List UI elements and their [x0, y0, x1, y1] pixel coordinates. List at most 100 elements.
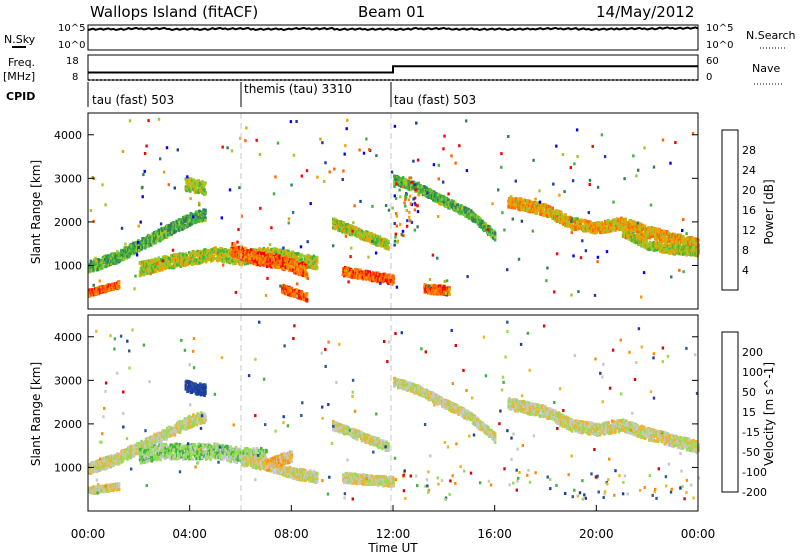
heat-cell: [138, 261, 142, 265]
heat-cell: [510, 206, 514, 210]
heat-cell: [210, 252, 214, 256]
heat-cell: [614, 226, 617, 231]
heat-cell: [450, 205, 454, 209]
heat-cell: [591, 227, 594, 231]
heat-cell: [311, 264, 315, 268]
heat-cell: [132, 241, 135, 245]
heat-cell: [633, 220, 637, 224]
heat-cell: [275, 247, 278, 252]
heat-cell: [216, 259, 220, 263]
heat-cell: [143, 268, 146, 272]
heat-cell: [93, 287, 97, 291]
heat-cell: [132, 245, 135, 249]
heat-cell: [493, 233, 497, 237]
heat-cell: [190, 222, 194, 226]
heat-cell: [193, 215, 197, 219]
freq-tick-top: 18: [66, 56, 79, 67]
heat-cell: [396, 179, 399, 183]
heat-cell: [263, 248, 266, 252]
heat-cell: [587, 220, 590, 224]
heat-cell: [290, 286, 294, 290]
heat-cell: [222, 260, 226, 264]
heat-cell: [199, 249, 203, 253]
heat-cell: [110, 259, 114, 263]
heat-cell: [196, 212, 199, 216]
heat-cell: [665, 232, 669, 236]
heat-cell: [298, 289, 301, 293]
heat-cell: [276, 266, 280, 270]
heat-cell: [287, 268, 291, 272]
noise-search-label: N.Search: [746, 29, 796, 42]
heat-cell: [184, 252, 188, 256]
heat-cell: [260, 261, 263, 265]
heat-cell: [637, 230, 640, 234]
heat-cell: [648, 235, 652, 239]
heat-cell: [177, 256, 181, 260]
heat-cell: [204, 181, 207, 185]
heat-cell: [360, 229, 364, 233]
heat-cell: [163, 232, 166, 236]
heat-cell: [344, 266, 348, 270]
heat-cell: [373, 233, 377, 237]
heat-cell: [262, 251, 266, 255]
heat-cell: [284, 253, 288, 257]
heat-cell: [341, 230, 344, 234]
heat-cell: [117, 256, 121, 260]
heat-cell: [392, 277, 395, 281]
heat-cell: [376, 275, 379, 279]
heat-cell: [288, 251, 292, 255]
heat-cell: [167, 256, 171, 261]
heat-cell: [128, 253, 132, 257]
heat-cell: [544, 214, 548, 218]
heat-cell: [153, 236, 156, 240]
heat-cell: [651, 234, 654, 238]
heat-cell: [104, 264, 108, 269]
heat-cell: [421, 190, 424, 194]
heat-cell: [278, 248, 282, 252]
heat-cell: [654, 229, 658, 233]
freq-unit-label: [MHz]: [3, 70, 35, 83]
heat-cell: [153, 267, 156, 271]
heat-cell: [92, 269, 95, 273]
heat-cell: [241, 253, 244, 257]
heat-cell: [551, 206, 554, 210]
heat-cell: [349, 224, 353, 228]
heat-cell: [145, 262, 149, 266]
heat-cell: [254, 248, 257, 252]
heat-cell: [252, 252, 255, 256]
heat-cell: [441, 284, 444, 288]
heat-cell: [476, 222, 480, 226]
heat-cell: [164, 255, 167, 259]
heat-cell: [548, 210, 551, 214]
heat-cell: [255, 260, 259, 264]
heat-cell: [157, 256, 161, 260]
heat-cell: [139, 266, 143, 270]
heat-cell: [342, 223, 345, 227]
noise-right-tick-top: 10^5: [706, 23, 733, 34]
heat-cell: [511, 201, 515, 205]
heat-cell: [447, 198, 450, 202]
heat-cell: [153, 261, 156, 265]
heat-cell: [197, 215, 200, 219]
heat-cell: [271, 250, 275, 255]
heat-cell: [595, 230, 599, 234]
heat-cell: [304, 261, 308, 265]
heat-cell: [160, 268, 164, 272]
heat-cell: [194, 212, 198, 217]
heat-cell: [111, 282, 115, 286]
heat-cell: [201, 218, 205, 222]
heat-cell: [258, 261, 261, 265]
beam-title: Beam 01: [358, 3, 425, 21]
heat-cell: [143, 246, 147, 250]
heat-cell: [150, 240, 154, 244]
heat-cell: [629, 218, 632, 223]
heat-cell: [599, 228, 603, 232]
heat-cell: [184, 263, 188, 267]
heat-cell: [642, 234, 645, 238]
heat-cell: [88, 270, 91, 274]
heat-cell: [203, 214, 206, 218]
heat-cell: [374, 237, 377, 242]
heat-cell: [582, 227, 586, 232]
heat-cell: [157, 234, 161, 238]
